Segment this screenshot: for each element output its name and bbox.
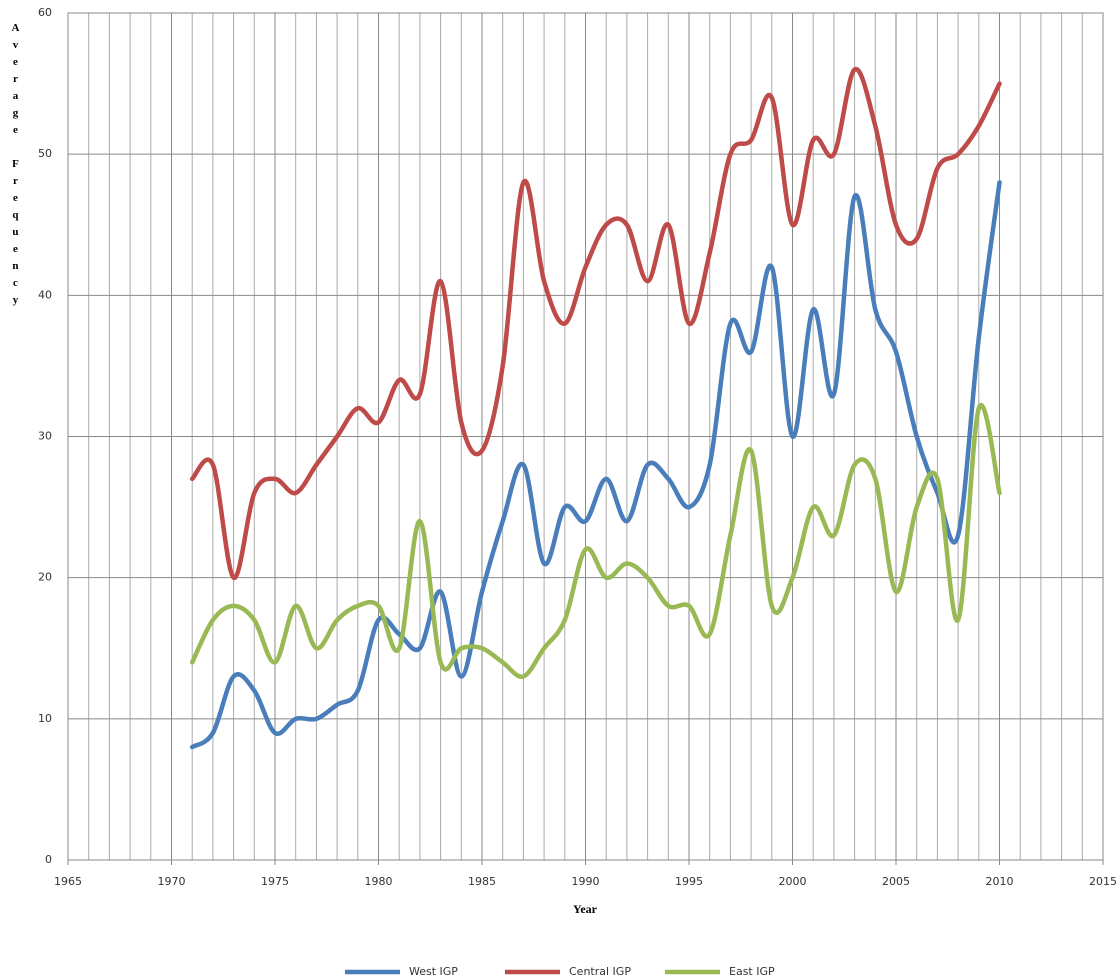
x-tick-label: 1965	[54, 875, 82, 888]
y-tick-label: 20	[38, 571, 52, 584]
y-tick-label: 30	[38, 430, 52, 443]
x-tick-label: 1995	[675, 875, 703, 888]
legend-label: Central IGP	[569, 965, 631, 978]
legend-label: East IGP	[729, 965, 775, 978]
y-tick-label: 10	[38, 712, 52, 725]
y-tick-label: 60	[38, 6, 52, 19]
line-series	[189, 402, 1002, 679]
x-tick-label: 2000	[779, 875, 807, 888]
x-tick-label: 2010	[986, 875, 1014, 888]
y-axis-label: Average Frequency	[9, 22, 21, 311]
line-series	[189, 180, 1002, 750]
x-tick-label: 1990	[572, 875, 600, 888]
x-tick-label: 1970	[158, 875, 186, 888]
plot-border	[67, 12, 1104, 861]
x-tick-label: 2015	[1089, 875, 1117, 888]
x-tick-label: 2005	[882, 875, 910, 888]
y-tick-label: 50	[38, 147, 52, 160]
legend-label: West IGP	[409, 965, 458, 978]
line-series	[189, 67, 1002, 580]
x-axis-label: Year	[573, 902, 598, 916]
y-tick-label: 0	[45, 853, 52, 866]
x-tick-label: 1985	[468, 875, 496, 888]
x-tick-label: 1975	[261, 875, 289, 888]
y-tick-label: 40	[38, 288, 52, 301]
x-tick-label: 1980	[365, 875, 393, 888]
